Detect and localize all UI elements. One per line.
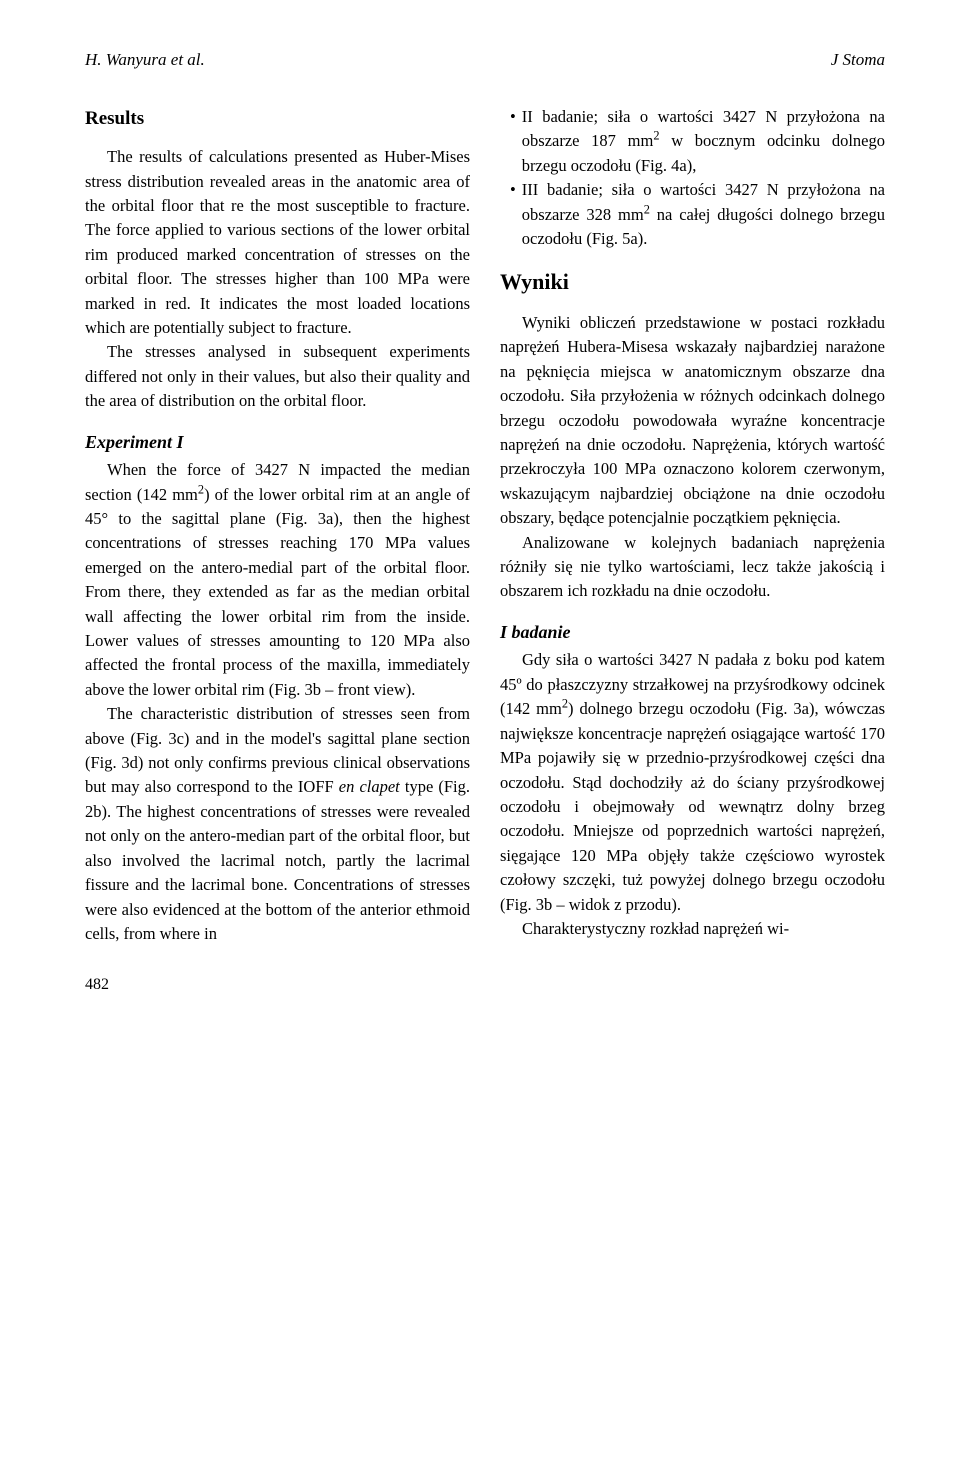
- badanie-1-para-1: Gdy siła o wartości 3427 N padała z boku…: [500, 648, 885, 916]
- bullet-item: • III badanie; siła o wartości 3427 N pr…: [500, 178, 885, 251]
- header-journal: J Stoma: [831, 50, 885, 70]
- bullet-text-2: III badanie; siła o wartości 3427 N przy…: [522, 178, 885, 251]
- results-para-1: The results of calculations presented as…: [85, 145, 470, 340]
- bullet-marker-icon: •: [510, 178, 516, 251]
- experiment-1-para-1: When the force of 3427 N impacted the me…: [85, 458, 470, 702]
- wyniki-para-1: Wyniki obliczeń przedstawione w postaci …: [500, 311, 885, 531]
- header-authors: H. Wanyura et al.: [85, 50, 205, 70]
- bullet-item: • II badanie; siła o wartości 3427 N prz…: [500, 105, 885, 178]
- left-column: Results The results of calculations pres…: [85, 105, 470, 946]
- wyniki-heading: Wyniki: [500, 266, 885, 299]
- wyniki-para-2: Analizowane w kolejnych badaniach napręż…: [500, 531, 885, 604]
- right-column: • II badanie; siła o wartości 3427 N prz…: [500, 105, 885, 946]
- page-header: H. Wanyura et al. J Stoma: [85, 50, 885, 70]
- results-para-2: The stresses analysed in subsequent expe…: [85, 340, 470, 413]
- badanie-1-heading: I badanie: [500, 619, 885, 646]
- bullet-text-1: II badanie; siła o wartości 3427 N przył…: [522, 105, 885, 178]
- experiment-1-heading: Experiment I: [85, 429, 470, 456]
- experiment-1-para-2: The characteristic distribution of stres…: [85, 702, 470, 946]
- results-heading: Results: [85, 105, 470, 133]
- bullet-marker-icon: •: [510, 105, 516, 178]
- page-number: 482: [85, 976, 885, 994]
- badanie-1-para-2: Charakterystyczny rozkład naprężeń wi-: [500, 917, 885, 941]
- content-columns: Results The results of calculations pres…: [85, 105, 885, 946]
